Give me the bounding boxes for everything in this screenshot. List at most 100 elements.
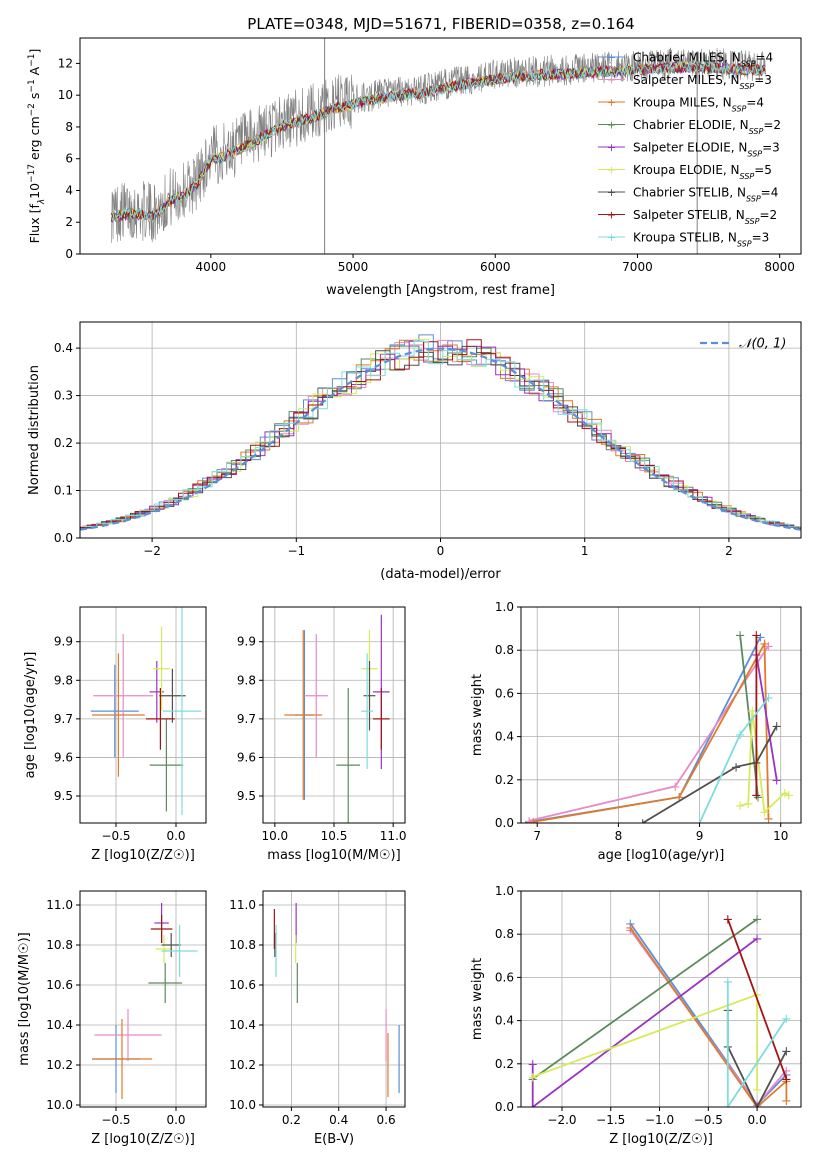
x-tick-label: 0.0 bbox=[166, 1113, 185, 1127]
plot-area-mass-vs-z bbox=[92, 903, 198, 1099]
series-kroupa-elodie: ++++++ bbox=[735, 704, 795, 821]
y-tick-label: 1.0 bbox=[495, 600, 514, 614]
legend-series-name: Chabrier STELIB, N bbox=[633, 186, 746, 200]
point-kroupa-miles bbox=[92, 1019, 152, 1099]
y-tick-label: 0.4 bbox=[54, 341, 73, 355]
legend-label: 𝒩(0, 1) bbox=[739, 337, 786, 352]
plot-area-mass-vs-ebv bbox=[273, 903, 400, 1097]
x-axis-label: wavelength [Angstrom, rest frame] bbox=[326, 283, 555, 298]
series-line bbox=[755, 654, 778, 780]
x-tick-label: 4000 bbox=[196, 260, 227, 274]
y-tick-label: 0.8 bbox=[495, 927, 514, 941]
series-marker: + bbox=[752, 1098, 763, 1113]
x-tick-label: −1 bbox=[287, 544, 305, 558]
y-tick-label: 9.6 bbox=[54, 750, 73, 764]
x-axis-label: (data-model)/error bbox=[380, 567, 501, 582]
x-tick-label: 5000 bbox=[338, 260, 369, 274]
series-line bbox=[642, 725, 778, 823]
series-kroupa-stelib: +++ bbox=[722, 975, 792, 1116]
series-marker: + bbox=[625, 921, 636, 936]
legend-subscript: SSP bbox=[732, 104, 747, 113]
legend-series-name: Chabrier MILES, N bbox=[633, 51, 741, 65]
series-marker: + bbox=[694, 817, 705, 832]
point-salpeter-miles bbox=[304, 634, 329, 758]
plot-area-weight-vs-z: +++++++++++++++++++++++++++ bbox=[527, 913, 792, 1116]
x-tick-label: 0 bbox=[437, 544, 445, 558]
legend-label: Salpeter MILES, NSSP=3 bbox=[633, 73, 772, 91]
plot-area-age-vs-mass bbox=[284, 614, 390, 823]
series-marker: + bbox=[670, 780, 681, 795]
x-axis-label: Z [log10(Z/Z☉)] bbox=[91, 1132, 195, 1147]
axes-weight-vs-z bbox=[521, 890, 801, 1108]
series-marker: + bbox=[779, 786, 790, 801]
y-tick-label: 12 bbox=[58, 56, 73, 70]
y-axis-label: age [log10(age/yr)] bbox=[23, 652, 38, 779]
legend-subscript: SSP bbox=[737, 239, 752, 248]
series-marker: + bbox=[747, 704, 758, 719]
legend-series-name: Chabrier ELODIE, N bbox=[633, 118, 749, 132]
legend-marker: + bbox=[607, 119, 616, 132]
plot-area-spectrum bbox=[110, 38, 766, 254]
x-tick-label: 0.4 bbox=[329, 1113, 348, 1127]
y-tick-label: 9.7 bbox=[237, 712, 256, 726]
x-tick-label: 7000 bbox=[622, 260, 653, 274]
x-tick-label: −0.5 bbox=[101, 829, 130, 843]
point-kroupa-stelib bbox=[161, 925, 198, 977]
series-line bbox=[739, 635, 759, 798]
legend-label: Salpeter ELODIE, NSSP=3 bbox=[633, 141, 780, 159]
x-tick-label: 0.6 bbox=[377, 1113, 396, 1127]
y-tick-label: 10.6 bbox=[229, 978, 256, 992]
series-salpeter-stelib: ++ bbox=[722, 913, 791, 1088]
axes-mass-vs-z bbox=[80, 891, 206, 1107]
series-salpeter-stelib: ++ bbox=[751, 629, 762, 804]
series-salpeter-elodie: +++ bbox=[527, 932, 763, 1107]
y-tick-label: 9.9 bbox=[54, 635, 73, 649]
y-axis-label-part: λ bbox=[37, 199, 47, 205]
point-chabrier-stelib bbox=[159, 668, 186, 723]
x-tick-label: 8000 bbox=[764, 260, 795, 274]
axes-frame bbox=[262, 890, 406, 1108]
legend-nssp: =5 bbox=[754, 163, 772, 177]
figure-title: PLATE=0348, MJD=51671, FIBERID=0358, z=0… bbox=[247, 15, 634, 33]
y-tick-label: 0.3 bbox=[54, 389, 73, 403]
x-tick-label: 0.2 bbox=[282, 1113, 301, 1127]
point-chabrier-elodie bbox=[149, 718, 184, 812]
series-marker: + bbox=[752, 1083, 763, 1098]
axes-frame bbox=[79, 890, 207, 1108]
series-marker: + bbox=[524, 815, 535, 830]
x-axis-label: E(B-V) bbox=[314, 1132, 354, 1147]
point-salpeter-stelib bbox=[146, 688, 175, 750]
frame-spectrum: 4000 5000 6000 7000 8000 0 2 4 6 8 10 12 wavelength … bbox=[27, 37, 802, 298]
legend-nssp: =3 bbox=[754, 73, 772, 87]
series-marker: + bbox=[781, 1064, 792, 1079]
y-tick-label: 0.0 bbox=[495, 816, 514, 830]
series-marker: + bbox=[752, 1101, 763, 1116]
y-tick-label: 0.0 bbox=[54, 531, 73, 545]
point-salpeter-miles bbox=[93, 634, 154, 758]
point-kroupa-stelib bbox=[361, 653, 374, 769]
x-tick-label: 10.0 bbox=[261, 829, 288, 843]
legend-nssp: =2 bbox=[759, 208, 777, 222]
x-tick-label: −1.5 bbox=[596, 1113, 625, 1127]
series-marker: + bbox=[731, 760, 742, 775]
frame-mass-vs-z: −0.5 0.0 10.0 10.2 10.4 10.6 10.8 11.0 Z [log10(… bbox=[17, 890, 207, 1147]
y-tick-label: 0.2 bbox=[495, 773, 514, 787]
series-kroupa-elodie: +++ bbox=[527, 988, 762, 1098]
y-tick-label: 11.0 bbox=[46, 898, 73, 912]
series-marker: + bbox=[763, 691, 774, 706]
x-tick-label: 1 bbox=[581, 544, 589, 558]
y-axis-label-part: −2 bbox=[27, 103, 37, 116]
y-tick-label: 0.6 bbox=[495, 970, 514, 984]
x-tick-label: −2 bbox=[143, 544, 161, 558]
series-marker: + bbox=[735, 799, 746, 814]
legend-subscript: SSP bbox=[740, 172, 755, 181]
y-tick-label: 2 bbox=[65, 215, 73, 229]
legend-nssp: =4 bbox=[755, 51, 773, 65]
histogram-kroupa-stelib bbox=[82, 341, 801, 528]
y-tick-label: 0.4 bbox=[495, 1014, 514, 1028]
frame-age-vs-z: −0.5 0.0 9.5 9.6 9.7 9.8 9.9 Z [log10(Z/Z☉)] age… bbox=[23, 606, 207, 863]
x-axis-label: Z [log10(Z/Z☉)] bbox=[609, 1132, 713, 1147]
legend-marker: + bbox=[607, 231, 616, 244]
legend-label: Chabrier STELIB, NSSP=4 bbox=[633, 186, 778, 204]
series-marker: + bbox=[722, 1101, 733, 1116]
